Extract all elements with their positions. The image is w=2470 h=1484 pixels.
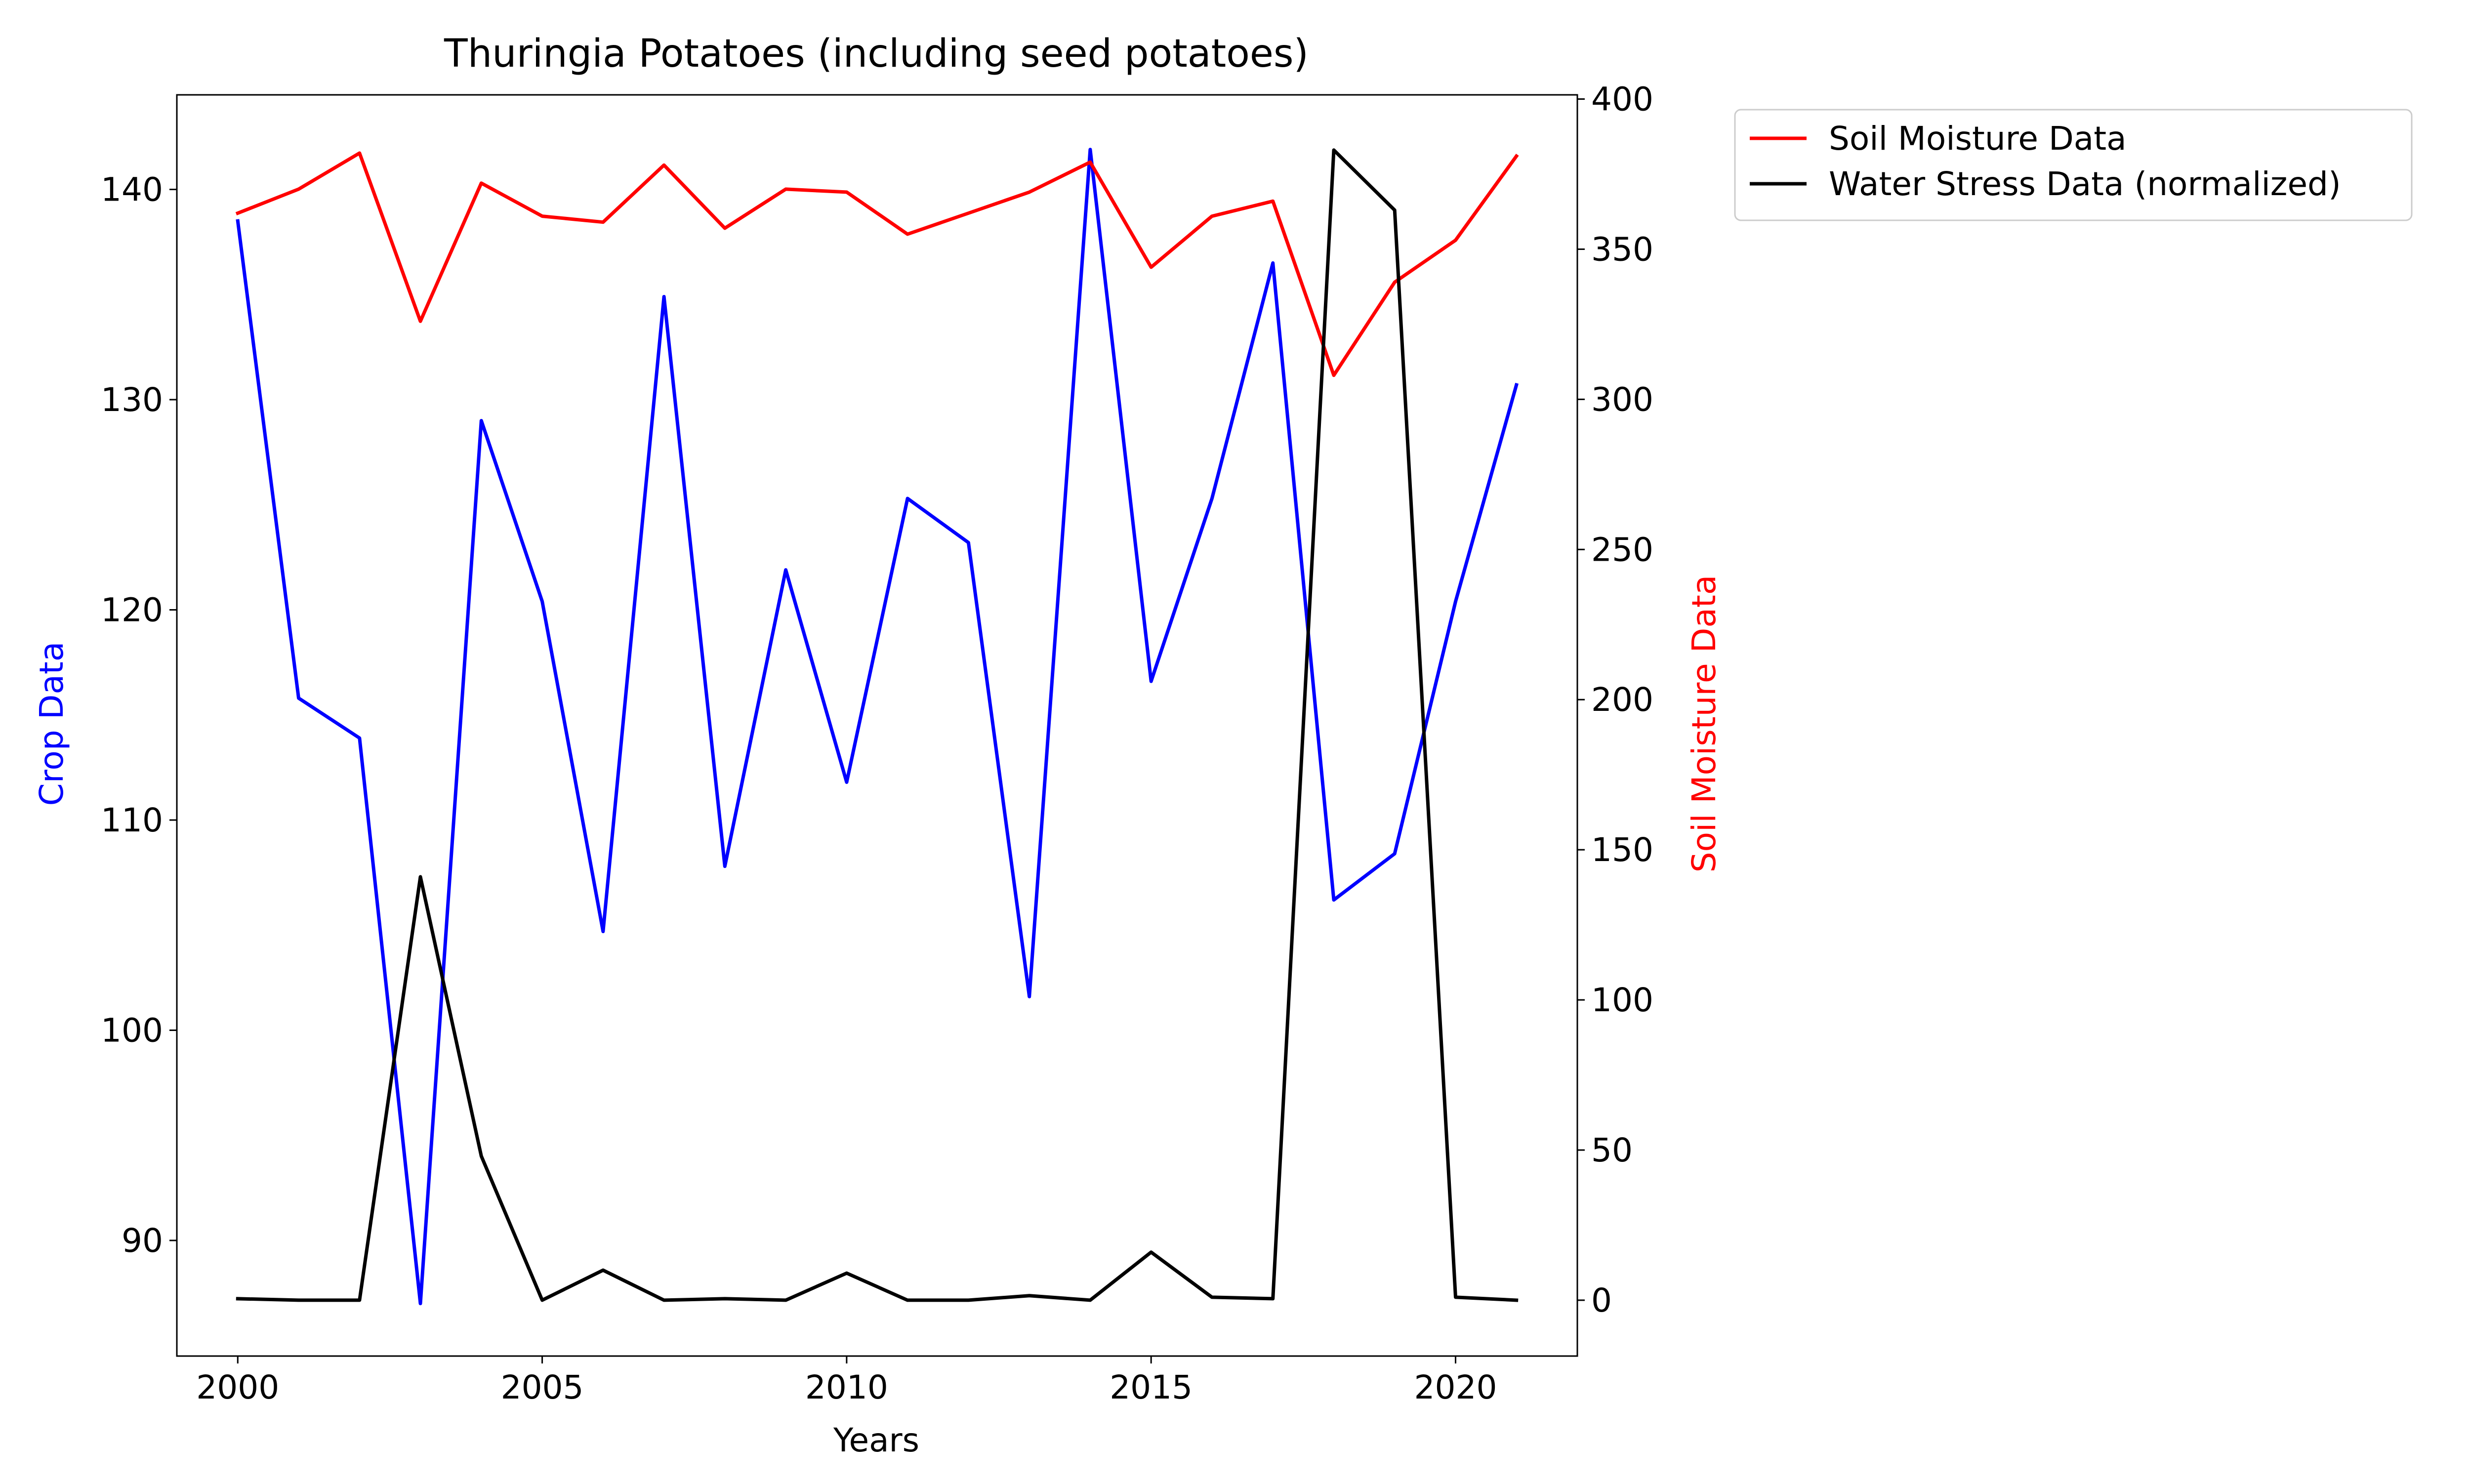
series-line-soil (235, 151, 1519, 377)
series-line-water (236, 148, 1519, 1302)
y-left-tick-label: 140 (101, 170, 163, 208)
y-right-tick-label: 0 (1591, 1281, 1612, 1319)
chart-title: Thuringia Potatoes (including seed potat… (444, 32, 1309, 76)
y-right-tick-label: 100 (1591, 981, 1653, 1019)
y-right-tick-label: 350 (1591, 230, 1653, 268)
y-right-tick-label: 150 (1591, 831, 1653, 869)
y-right-tick-label: 250 (1591, 531, 1653, 569)
x-tick-label: 2000 (196, 1368, 279, 1406)
y-left-tick-label: 100 (101, 1011, 163, 1049)
x-tick-label: 2010 (805, 1368, 888, 1406)
x-tick-label: 2015 (1110, 1368, 1193, 1406)
y-left-tick-label: 110 (101, 801, 163, 839)
y-left-tick-label: 120 (101, 591, 163, 629)
series-line-crop (236, 148, 1519, 1306)
plot-frame (176, 94, 1578, 1357)
x-tick-label: 2005 (501, 1368, 584, 1406)
y-left-axis-label: Crop Data (33, 642, 71, 806)
y-right-tick-label: 50 (1591, 1131, 1633, 1169)
y-left-tick-label: 90 (122, 1222, 163, 1260)
legend-label-soil: Soil Moisture Data (1829, 120, 2127, 158)
legend-label-water: Water Stress Data (normalized) (1829, 165, 2341, 203)
y-left-tick-label: 130 (101, 381, 163, 419)
legend-box (1734, 109, 2413, 221)
y-right-tick-label: 200 (1591, 681, 1653, 719)
y-right-axis-label: Soil Moisture Data (1685, 575, 1723, 873)
y-right-tick-label: 300 (1591, 380, 1653, 418)
x-tick-label: 2020 (1414, 1368, 1497, 1406)
y-right-tick-label: 400 (1591, 81, 1653, 119)
x-axis-label: Years (833, 1421, 919, 1459)
